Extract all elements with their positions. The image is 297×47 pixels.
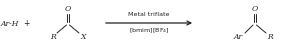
Text: $\mathrm{[bmim][BF_4]}$: $\mathrm{[bmim][BF_4]}$	[129, 27, 169, 35]
Text: X: X	[80, 33, 86, 41]
Text: R: R	[50, 33, 56, 41]
Text: Metal triflate: Metal triflate	[128, 12, 170, 16]
Text: R: R	[267, 33, 273, 41]
Text: O: O	[65, 5, 71, 13]
Text: O: O	[252, 5, 258, 13]
Text: Ar-H: Ar-H	[1, 20, 19, 27]
Text: Ar: Ar	[233, 33, 243, 41]
Text: +: +	[23, 19, 29, 28]
